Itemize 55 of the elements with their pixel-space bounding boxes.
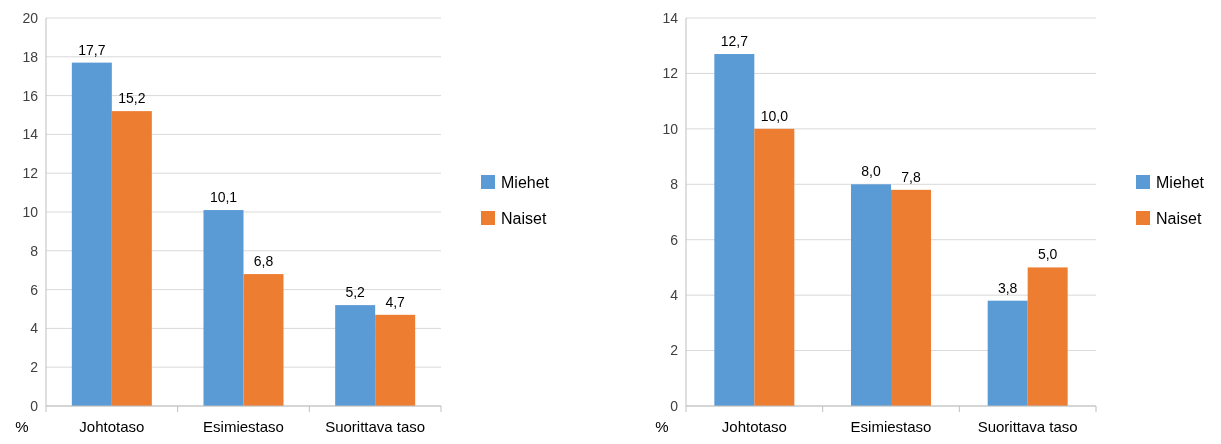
data-label: 17,7: [78, 41, 106, 58]
bar: [335, 305, 376, 406]
y-tick-label: 14: [662, 9, 679, 26]
bar: [243, 274, 284, 406]
bar: [111, 111, 152, 406]
y-tick-label: 12: [662, 65, 679, 82]
bar: [987, 300, 1028, 406]
bar: [71, 62, 112, 406]
data-label: 15,2: [118, 90, 146, 107]
y-tick-label: 4: [670, 287, 679, 304]
x-tick-label: Suorittava taso: [325, 418, 426, 435]
bar: [203, 210, 244, 406]
legend-label: Miehet: [1156, 173, 1205, 191]
data-label: 10,1: [209, 189, 238, 206]
y-tick-label: 16: [22, 87, 39, 104]
y-tick-label: 2: [30, 359, 39, 376]
data-label: 3,8: [997, 279, 1018, 296]
x-tick-label: Johtotaso: [721, 418, 787, 435]
bar: [851, 184, 891, 406]
legend-label: Naiset: [1156, 209, 1202, 227]
legend-label: Naiset: [501, 209, 547, 227]
x-tick-label: Suorittava taso: [977, 418, 1078, 435]
data-label: 4,7: [385, 293, 406, 310]
data-label: 5,0: [1037, 246, 1058, 263]
y-tick-label: 8: [30, 242, 39, 259]
y-axis-title: %: [655, 418, 669, 435]
legend-label: Miehet: [501, 173, 550, 191]
y-tick-label: 20: [22, 9, 39, 26]
y-tick-label: 6: [670, 231, 679, 248]
bar: [714, 54, 755, 406]
bar: [1027, 267, 1068, 406]
y-tick-label: 2: [670, 342, 679, 359]
y-tick-label: 10: [22, 203, 39, 220]
x-tick-label: Esimiestaso: [850, 418, 932, 435]
y-tick-label: 0: [670, 397, 679, 414]
y-tick-label: 14: [22, 126, 39, 143]
y-tick-label: 8: [670, 176, 679, 193]
bar: [754, 128, 795, 406]
data-label: 12,7: [720, 33, 749, 50]
data-label: 5,2: [345, 284, 366, 301]
x-tick-label: Esimiestaso: [203, 418, 284, 435]
data-label: 10,0: [760, 107, 789, 124]
data-label: 6,8: [253, 253, 274, 270]
y-axis-title: %: [15, 418, 29, 435]
y-tick-label: 18: [22, 48, 39, 65]
x-tick-label: Johtotaso: [79, 418, 145, 435]
y-tick-label: 6: [30, 281, 39, 298]
bar: [375, 314, 416, 406]
bar: [891, 189, 931, 406]
y-tick-label: 0: [30, 397, 39, 414]
data-label: 8,0: [861, 163, 881, 180]
data-label: 7,8: [901, 168, 921, 185]
y-tick-label: 10: [662, 120, 679, 137]
y-tick-label: 4: [30, 320, 39, 337]
y-tick-label: 12: [22, 165, 39, 182]
